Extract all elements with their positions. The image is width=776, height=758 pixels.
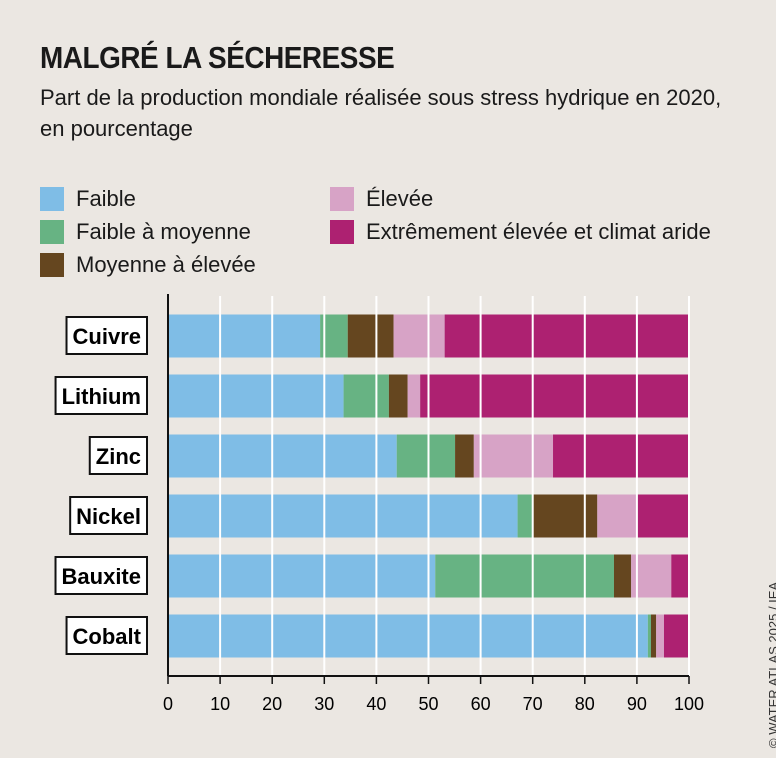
chart-subtitle: Part de la production mondiale réalisée … [40,85,722,141]
bar-segment [407,374,421,418]
category-label-box [69,496,148,535]
legend-item: Moyenne à élevée [40,252,256,278]
x-tick-label: 20 [262,694,282,714]
category-label: Nickel [76,504,141,529]
chart-title: MALGRÉ LA SÉCHERESSE [40,40,395,75]
category-label-box [54,556,148,595]
x-tick-label: 80 [575,694,595,714]
bar-segment [647,614,651,658]
credit: © WATER ATLAS 2025 / IEA [766,581,776,748]
x-tick-label: 10 [210,694,230,714]
bar-segment [656,614,664,658]
bar-segment [517,494,534,538]
category-label-box [88,436,148,475]
x-tick-label: 40 [366,694,386,714]
bar-segment [637,494,689,538]
bar-segment [671,554,689,598]
bar-segment [553,434,689,478]
category-label: Cuivre [73,324,141,349]
bar-segment [347,314,394,358]
legend-swatch [40,253,64,277]
x-tick-label: 50 [418,694,438,714]
bar-segment [168,494,518,538]
bar-segment [444,314,689,358]
bar-segment [473,434,554,478]
bar-segment [168,614,648,658]
legend-item: Faible à moyenne [40,219,251,245]
bar-segment [396,434,456,478]
category-label-box [65,616,148,655]
legend-label: Extrêmement élevée et climat aride [366,219,711,244]
bar-segment [597,494,638,538]
x-tick-label: 100 [674,694,704,714]
x-tick-label: 30 [314,694,334,714]
legend-label: Faible [76,186,136,211]
legend-label: Faible à moyenne [76,219,251,244]
bar-segment [168,434,397,478]
category-label: Cobalt [73,624,142,649]
category-label-box [54,376,148,415]
category-label: Lithium [62,384,141,409]
x-tick-label: 90 [627,694,647,714]
legend-swatch [40,220,64,244]
legend-swatch [330,187,354,211]
bar-segment [393,314,445,358]
bar-segment [168,554,436,598]
bar-segment [613,554,632,598]
legend-label: Élevée [366,186,434,211]
category-label: Zinc [96,444,141,469]
bar-segment [435,554,614,598]
bar-segment [388,374,408,418]
bar-segment [168,374,344,418]
bar-segment [168,314,321,358]
bar-segment [533,494,598,538]
legend-item: Faible [40,186,136,212]
x-tick-label: 70 [523,694,543,714]
x-tick-label: 0 [163,694,173,714]
x-tick-label: 60 [471,694,491,714]
bar-segment [650,614,657,658]
bar-segment [420,374,689,418]
legend-swatch [40,187,64,211]
legend-item: Élevée [330,186,433,212]
bar-segment [663,614,689,658]
category-label: Bauxite [62,564,141,589]
legend-item: Extrêmement élevée et climat aride [330,219,711,245]
bar-segment [455,434,474,478]
legend-swatch [330,220,354,244]
bar-segment [343,374,389,418]
category-label-box [65,316,148,355]
legend-label: Moyenne à élevée [76,252,256,277]
